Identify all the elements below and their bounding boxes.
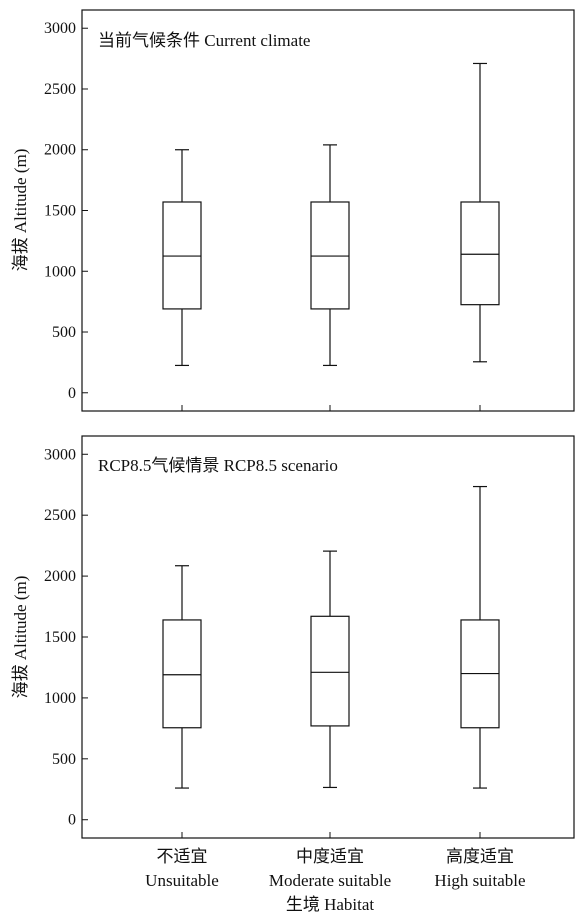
y-tick-label: 1500 bbox=[44, 203, 76, 220]
y-ticks: 0 500 1000 1500 2000 2500 3000 bbox=[44, 20, 481, 411]
y-axis-label: 海拔 Altitude (m) bbox=[11, 149, 30, 272]
iqr-box bbox=[460, 201, 500, 306]
iqr-box bbox=[162, 619, 202, 729]
y-tick-label: 0 bbox=[68, 812, 76, 829]
x-category-cn: 不适宜 bbox=[157, 847, 208, 866]
panel-title: RCP8.5气候情景 RCP8.5 scenario bbox=[98, 456, 338, 475]
box-group bbox=[162, 485, 500, 789]
y-tick-label: 1000 bbox=[44, 690, 76, 707]
y-tick-label: 1000 bbox=[44, 263, 76, 280]
iqr-box bbox=[310, 615, 350, 727]
y-tick-label: 500 bbox=[52, 751, 76, 768]
iqr-box bbox=[310, 201, 350, 310]
iqr-box bbox=[162, 201, 202, 310]
x-axis-label: 生境 Habitat bbox=[286, 895, 375, 914]
y-tick-label: 500 bbox=[52, 324, 76, 341]
y-tick-label: 3000 bbox=[44, 20, 76, 37]
y-tick-label: 1500 bbox=[44, 629, 76, 646]
y-tick-label: 2000 bbox=[44, 142, 76, 159]
panel-rcp85-scenario: RCP8.5气候情景 RCP8.5 scenario 海拔 Altitude (… bbox=[11, 435, 575, 839]
y-tick-label: 2500 bbox=[44, 81, 76, 98]
y-tick-label: 3000 bbox=[44, 446, 76, 463]
x-category-en: Unsuitable bbox=[145, 871, 219, 890]
panel-title: 当前气候条件 Current climate bbox=[98, 31, 310, 50]
panel-current-climate: 当前气候条件 Current climate 海拔 Altitude (m) 0… bbox=[11, 9, 575, 412]
y-tick-label: 2500 bbox=[44, 507, 76, 524]
y-tick-label: 2000 bbox=[44, 568, 76, 585]
y-ticks: 0 500 1000 1500 2000 2500 3000 bbox=[44, 446, 481, 838]
box-group bbox=[162, 62, 500, 367]
x-category-cn: 中度适宜 bbox=[296, 847, 364, 866]
x-category-en: High suitable bbox=[434, 871, 525, 890]
y-tick-label: 0 bbox=[68, 385, 76, 402]
x-category-cn: 高度适宜 bbox=[446, 847, 514, 866]
y-axis-label: 海拔 Altitude (m) bbox=[11, 576, 30, 699]
x-category-en: Moderate suitable bbox=[269, 871, 391, 890]
x-category-labels: 不适宜 Unsuitable 中度适宜 Moderate suitable 高度… bbox=[145, 847, 525, 890]
